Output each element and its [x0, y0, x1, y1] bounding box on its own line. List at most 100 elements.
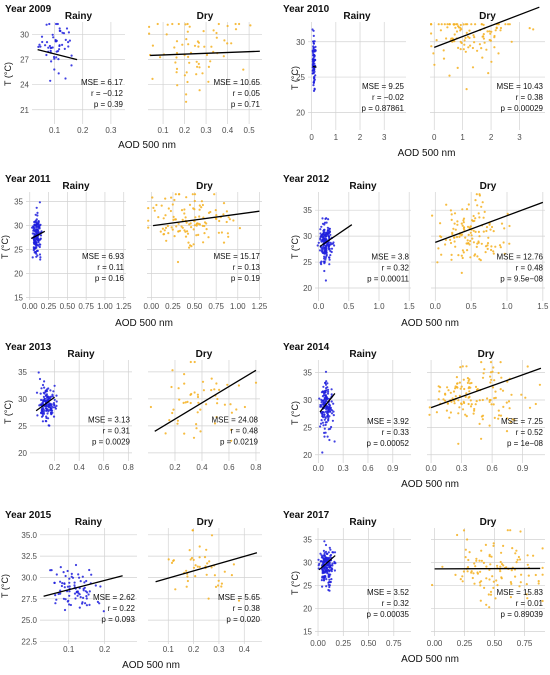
data-point [234, 22, 237, 26]
data-point [35, 229, 39, 232]
data-point [467, 396, 470, 399]
data-point [198, 204, 201, 207]
data-point [327, 581, 330, 584]
data-point [311, 28, 314, 31]
data-point [171, 203, 174, 206]
facet-title: Dry [196, 181, 213, 192]
points [431, 193, 511, 274]
data-point [35, 391, 39, 394]
data-point [171, 411, 174, 415]
data-point [324, 574, 327, 578]
data-point [466, 381, 469, 384]
data-point [467, 387, 470, 390]
data-point [324, 560, 327, 563]
y-tick-label: 24 [20, 81, 29, 90]
data-point [35, 255, 38, 258]
regression-line [35, 396, 55, 412]
data-point [35, 243, 38, 246]
data-point [490, 248, 493, 252]
data-point [464, 36, 467, 40]
x-tick-label: 0.25 [457, 639, 473, 648]
data-point [439, 235, 442, 238]
stat-r: r = −0.02 [372, 93, 405, 102]
data-point [488, 606, 491, 609]
data-point [526, 563, 529, 566]
y-tick-label: 35.0 [21, 531, 37, 540]
data-point [35, 221, 38, 224]
data-point [329, 233, 332, 236]
data-point [490, 225, 494, 229]
data-point [324, 431, 327, 434]
data-point [461, 256, 464, 260]
y-tick-label: 15 [14, 294, 23, 303]
y-tick-label: 35 [14, 198, 23, 207]
x-tick-label: 0.4 [222, 126, 234, 135]
data-point [47, 403, 50, 406]
stat-mse: MSE = 3.52 [367, 588, 410, 597]
data-point [45, 404, 48, 408]
facet-title: Rainy [349, 181, 377, 192]
panel-rainy: Rainy 20 25 30 35 0.0 0.5 1.0 1.5 MSE = 3.8 r = 0.… [303, 181, 415, 311]
regression-line [43, 575, 123, 597]
data-point [230, 411, 233, 414]
data-point [192, 207, 195, 210]
data-point [440, 253, 443, 256]
data-point [67, 31, 70, 34]
data-point [492, 542, 495, 545]
data-point [190, 226, 193, 229]
y-tick-label: 20 [303, 451, 312, 460]
data-point [164, 432, 167, 435]
data-point [81, 601, 84, 604]
data-point [214, 209, 217, 212]
data-point [464, 395, 467, 398]
data-point [495, 579, 498, 582]
data-point [67, 599, 70, 602]
data-point [191, 193, 194, 196]
x-tick-label: 1.5 [537, 302, 549, 311]
data-point [328, 546, 331, 549]
data-point [328, 258, 331, 261]
data-point [332, 551, 335, 554]
data-point [449, 209, 452, 212]
data-point [481, 418, 484, 421]
data-point [464, 548, 467, 551]
data-point [217, 584, 220, 587]
data-point [474, 403, 477, 406]
panel-dry: Dry 0.00 0.25 0.50 0.75 1.00 1.25 MSE = 15.17 r … [144, 181, 268, 311]
data-point [456, 382, 459, 385]
stat-r: r = 0.32 [382, 264, 410, 273]
data-point [44, 390, 48, 393]
data-point [514, 575, 517, 578]
data-point [213, 193, 216, 196]
data-point [460, 254, 463, 257]
data-point [453, 399, 456, 402]
data-point [326, 571, 329, 574]
data-point [324, 383, 328, 386]
data-point [454, 26, 457, 29]
data-point [485, 229, 488, 233]
data-point [437, 23, 440, 26]
data-point [32, 238, 36, 241]
data-point [185, 100, 188, 103]
data-point [88, 590, 91, 593]
data-point [510, 40, 513, 43]
regression-line [318, 555, 336, 571]
data-point [479, 599, 482, 602]
data-point [490, 245, 493, 248]
data-point [455, 376, 458, 379]
data-point [482, 561, 485, 565]
facet-title: Rainy [75, 517, 103, 528]
data-point [524, 396, 527, 399]
data-point [318, 249, 322, 252]
data-point [325, 578, 328, 581]
stat-r: r = 0.01 [516, 599, 544, 608]
data-point [459, 578, 462, 581]
data-point [323, 391, 326, 394]
regression-line [435, 201, 544, 243]
data-point [454, 245, 457, 248]
data-point [446, 26, 449, 29]
data-point [321, 451, 324, 454]
data-point [173, 198, 176, 202]
y-tick-label: 35 [303, 206, 312, 215]
data-point [213, 574, 216, 577]
